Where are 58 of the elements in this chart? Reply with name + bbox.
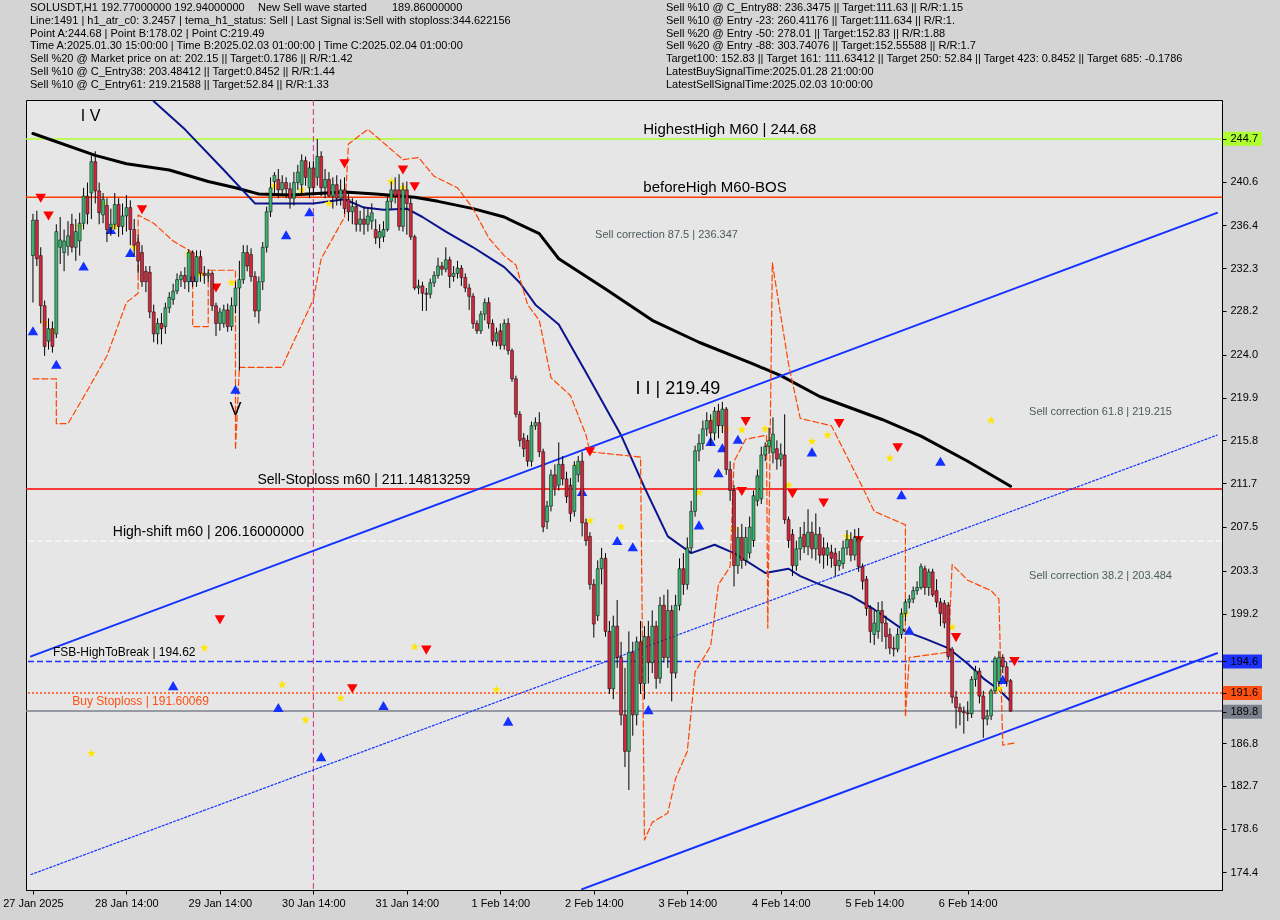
y-tick-label: 211.7 (1230, 476, 1258, 489)
text: Sell %10 @ C_Entry38: 203.48412 || Target:0.8452 || R/R:1.44 (30, 65, 335, 77)
x-tick-label: 5 Feb 14:00 (845, 896, 905, 909)
annotation: V (229, 399, 242, 420)
text: New Sell wave started (258, 1, 367, 13)
text: 189.86000000 (392, 1, 463, 13)
text: SOLUSDT,H1 192.77000000 192.94000000 (30, 1, 245, 13)
y-tick-label: 215.8 (1230, 433, 1259, 446)
y-tick-label: 194.6 (1230, 654, 1259, 667)
y-tick-label: 207.5 (1230, 520, 1259, 533)
annotation: Sell correction 61.8 | 219.215 (1029, 405, 1172, 418)
x-tick-label: 2 Feb 14:00 (564, 896, 624, 909)
annotation: I I | 219.49 (635, 377, 721, 398)
ref-line-label: beforeHigh M60-BOS (643, 178, 787, 196)
ref-line-label: Buy Stoploss | 191.60069 (72, 693, 210, 708)
text: Sell %10 @ C_Entry61: 219.21588 || Target:52.84 || R/R:1.33 (30, 77, 329, 90)
y-tick-label: 219.9 (1230, 391, 1259, 404)
text: Sell %10 @ Entry -23: 260.41176 || Target:111.634 || R/R:1. (666, 13, 956, 26)
text: Target100: 152.83 || Target 161: 111.63412 || Target 250: 52.84 || Target 423: 0.8452 || Target 685: -0.1786 (666, 52, 1183, 65)
ref-line-label: High-shift m60 | 206.16000000 (112, 522, 305, 539)
x-tick-label: 28 Jan 14:00 (95, 896, 159, 909)
x-tick-label: 27 Jan 2025 (3, 896, 64, 909)
text: LatestBuySignalTime:2025.01.28 21:00:00 (666, 65, 874, 77)
text: Sell %20 @ Market price on at: 202.15 || Target:0.1786 || R/R:1.42 (30, 52, 353, 65)
x-tick-label: 6 Feb 14:00 (938, 896, 998, 909)
text: Point A:244.68 | Point B:178.02 | Point C:219.49 (30, 26, 265, 39)
y-tick-label: 174.4 (1230, 865, 1259, 878)
y-tick-label: 191.6 (1230, 686, 1259, 699)
annotation: Sell correction 87.5 | 236.347 (595, 228, 738, 241)
y-tick-label: 240.6 (1230, 175, 1259, 188)
x-tick-label: 30 Jan 14:00 (282, 896, 346, 909)
x-tick-label: 3 Feb 14:00 (658, 896, 718, 909)
ref-line-label: FSB-HighToBreak | 194.62 (53, 645, 196, 660)
text: Line:1491 | h1_atr_c0: 3.2457 | tema_h1_status: Sell | Last Signal is:Sell with stoploss:344.622156 (30, 13, 511, 26)
y-tick-label: 203.3 (1230, 564, 1259, 577)
x-tick-label: 4 Feb 14:00 (751, 896, 811, 909)
ref-line-label: Sell-Stoploss m60 | 211.14813259 (257, 470, 471, 487)
y-tick-label: 224.0 (1230, 348, 1259, 361)
x-tick-label: 31 Jan 14:00 (375, 896, 440, 909)
text: Sell %10 @ C_Entry88: 236.3475 || Target:111.63 || R/R:1.15 (666, 1, 964, 13)
y-tick-label: 186.8 (1230, 736, 1259, 749)
text: LatestSellSignalTime:2025.02.03 10:00:00 (666, 77, 873, 90)
x-tick-label: 29 Jan 14:00 (188, 896, 253, 909)
annotation: I V (80, 106, 101, 124)
text: Time A:2025.01.30 15:00:00 | Time B:2025.02.03 01:00:00 | Time C:2025.02.04 01:00:00 (30, 39, 463, 52)
y-tick-label: 228.2 (1230, 304, 1259, 317)
y-tick-label: 236.4 (1230, 218, 1259, 231)
y-tick-label: 232.3 (1230, 261, 1259, 274)
ref-line-label: HighestHigh M60 | 244.68 (643, 119, 817, 137)
y-tick-label: 199.2 (1230, 607, 1259, 620)
annotation: Sell correction 38.2 | 203.484 (1029, 569, 1172, 582)
x-tick-label: 1 Feb 14:00 (471, 896, 531, 909)
text: Sell %20 @ Entry -50: 278.01 || Target:152.83 || R/R:1.88 (666, 26, 946, 39)
y-tick-label: 182.7 (1230, 779, 1259, 792)
y-tick-label: 178.6 (1230, 822, 1259, 835)
y-tick-label: 244.7 (1230, 132, 1259, 145)
y-tick-label: 189.8 (1230, 705, 1259, 718)
text: Sell %20 @ Entry -88: 303.74076 || Target:152.55588 || R/R:1.7 (666, 39, 976, 52)
